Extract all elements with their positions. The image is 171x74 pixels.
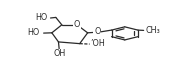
Text: OH: OH bbox=[53, 49, 65, 58]
Text: O: O bbox=[94, 27, 101, 36]
Text: HO: HO bbox=[28, 28, 40, 37]
Text: CH₃: CH₃ bbox=[146, 26, 161, 35]
Text: ’OH: ’OH bbox=[90, 39, 105, 48]
Text: HO: HO bbox=[35, 13, 47, 22]
Text: O: O bbox=[74, 20, 80, 29]
